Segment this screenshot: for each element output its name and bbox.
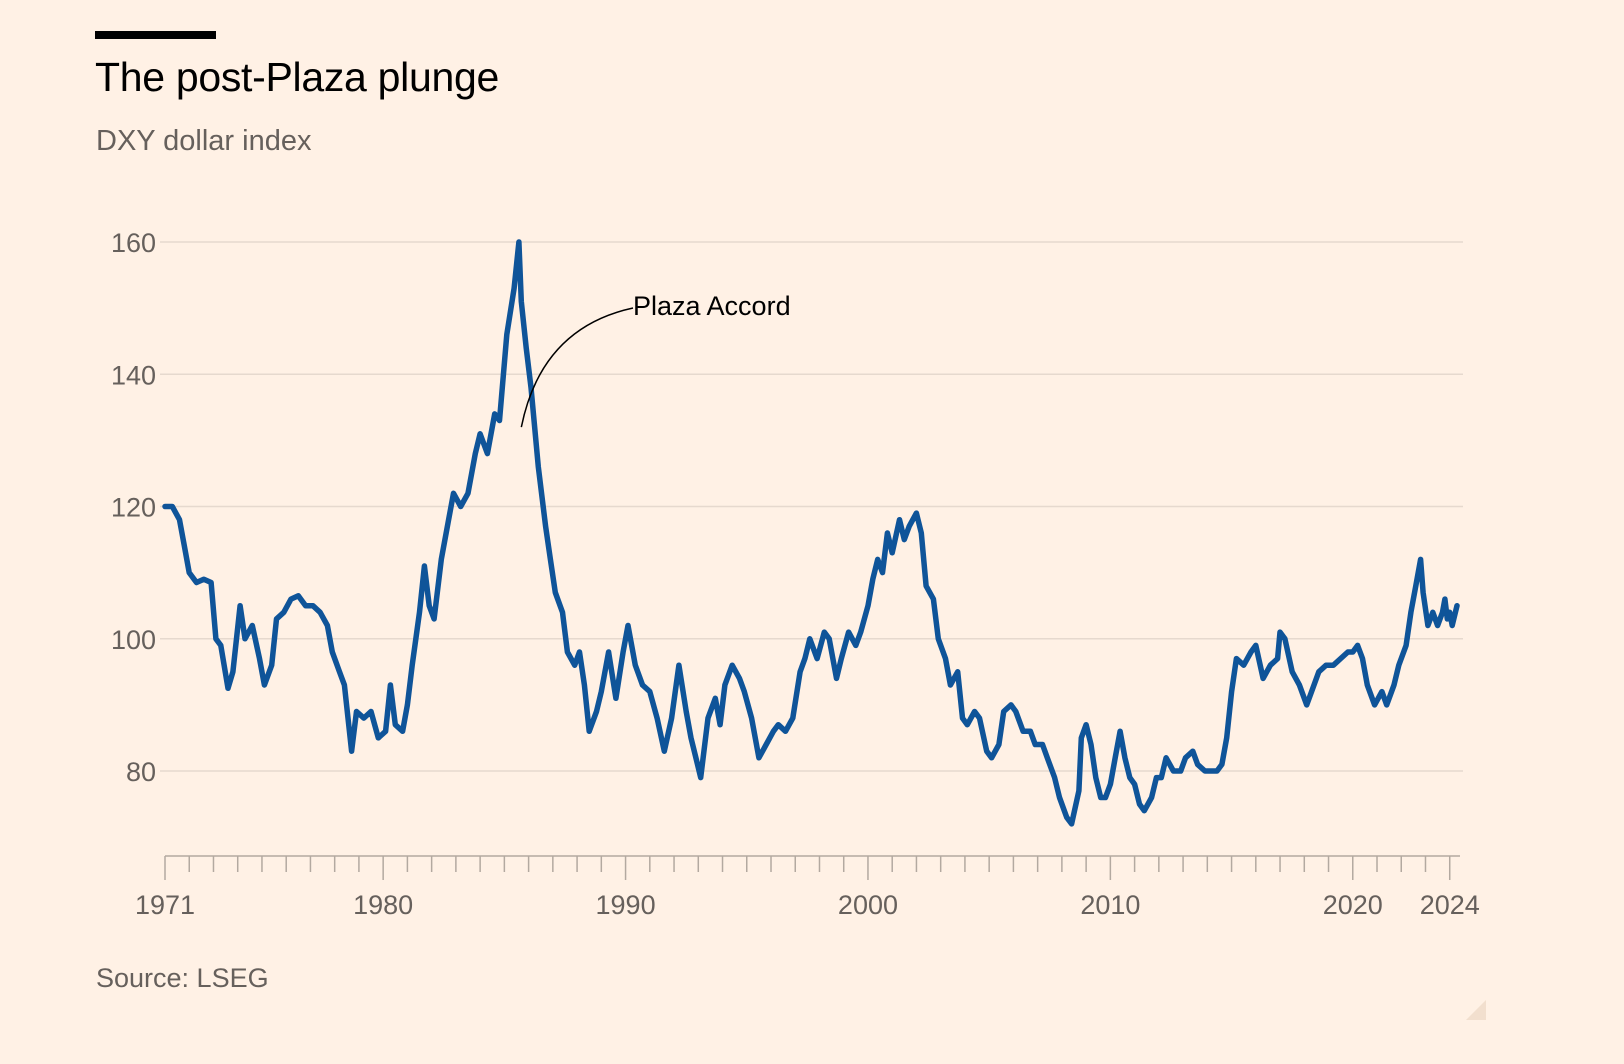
source-note: Source: LSEG — [96, 963, 269, 993]
x-tick-label: 2000 — [838, 890, 898, 920]
resize-corner-mark — [1466, 1000, 1486, 1020]
y-tick-label: 100 — [111, 625, 156, 655]
chart-subtitle: DXY dollar index — [96, 125, 312, 157]
x-tick-label: 2024 — [1420, 890, 1480, 920]
x-tick-label: 1980 — [353, 890, 413, 920]
x-tick-label: 1971 — [135, 890, 195, 920]
annotation-connector — [520, 307, 634, 428]
x-tick-label: 2020 — [1323, 890, 1383, 920]
chart-title: The post-Plaza plunge — [95, 54, 499, 100]
x-axis: 1971 1980 1990 2000 2010 2020 2024 — [135, 855, 1480, 920]
series-line — [162, 239, 1460, 827]
annotation-label: Plaza Accord — [633, 291, 791, 321]
gridlines — [160, 241, 1463, 772]
top-rule — [95, 31, 216, 39]
y-tick-label: 120 — [111, 493, 156, 523]
y-tick-label: 140 — [111, 360, 156, 390]
series-lines — [162, 239, 1460, 827]
x-tick-label: 1990 — [596, 890, 656, 920]
y-axis-labels: 80 100 120 140 160 — [111, 228, 156, 787]
y-tick-label: 80 — [126, 757, 156, 787]
annotations: Plaza Accord — [520, 291, 791, 428]
x-tick-label: 2010 — [1080, 890, 1140, 920]
y-tick-label: 160 — [111, 228, 156, 258]
